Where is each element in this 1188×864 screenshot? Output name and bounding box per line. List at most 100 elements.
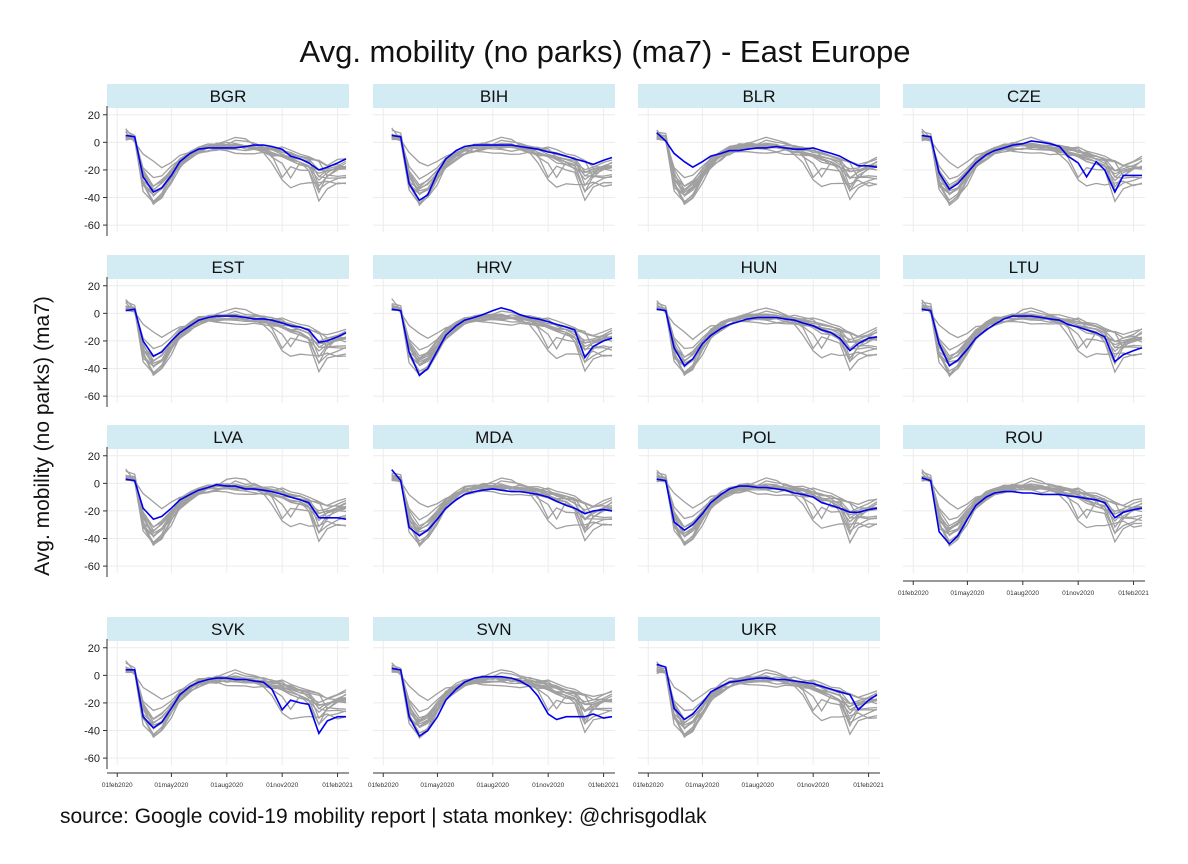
panel-strip xyxy=(373,84,615,108)
panel-label: SVN xyxy=(477,620,512,639)
background-series-line xyxy=(656,307,878,350)
x-tick-label: 01aug2020 xyxy=(477,782,510,789)
background-series-line xyxy=(391,302,613,360)
y-tick-label: -60 xyxy=(84,561,100,573)
background-series-line xyxy=(656,131,878,187)
x-tick-label: 01feb2020 xyxy=(102,782,133,789)
background-series-line xyxy=(656,471,878,528)
highlight-series-line xyxy=(921,308,1143,367)
panel-label: MDA xyxy=(475,428,513,447)
chart-title: Avg. mobility (no parks) (ma7) - East Eu… xyxy=(299,34,910,69)
panel-label: BGR xyxy=(210,87,247,106)
background-series-line xyxy=(125,475,347,547)
y-tick-label: -40 xyxy=(84,364,100,376)
panel-strip xyxy=(638,617,880,641)
panel-label: HUN xyxy=(741,258,778,277)
panel-label: EST xyxy=(211,258,244,277)
highlight-series-line xyxy=(125,308,347,358)
background-series-line xyxy=(125,135,347,206)
background-series-line xyxy=(125,667,347,739)
panel-strip xyxy=(373,617,615,641)
background-series-line xyxy=(125,307,346,363)
panel-strip xyxy=(373,425,615,449)
background-series-line xyxy=(125,305,347,377)
panel-strip xyxy=(107,255,349,279)
panel-label: LTU xyxy=(1009,258,1040,277)
panel-label: LVA xyxy=(213,428,243,447)
x-tick-label: 01aug2020 xyxy=(211,782,244,789)
x-tick-label: 01feb2020 xyxy=(633,782,664,789)
background-series-line xyxy=(656,668,878,739)
source-note: source: Google covid-19 mobility report … xyxy=(60,805,707,828)
background-series-line xyxy=(656,670,878,736)
panel-bgr: BGR 20 0 -20 -40 -60 xyxy=(84,84,349,236)
background-series-line xyxy=(656,133,878,206)
background-series-line xyxy=(391,134,613,204)
background-series-line xyxy=(391,472,613,530)
y-tick-label: 20 xyxy=(88,643,100,655)
panel-pol: POL xyxy=(638,425,880,573)
panel-hrv: HRV xyxy=(373,255,615,403)
highlight-series-line xyxy=(391,134,613,202)
y-tick-label: -20 xyxy=(84,506,100,518)
panel-lva: LVA 20 0 -20 -40 -60 xyxy=(84,425,349,577)
background-series-line xyxy=(391,133,613,168)
x-tick-label: 01may2020 xyxy=(420,782,454,789)
highlight-series-line xyxy=(656,308,878,368)
highlight-series-line xyxy=(125,478,347,521)
background-series-line xyxy=(921,475,1143,545)
background-series-line xyxy=(656,670,878,725)
panel-bih: BIH xyxy=(373,84,615,232)
y-tick-label: 0 xyxy=(94,308,100,320)
background-series-line xyxy=(921,477,1143,548)
background-series-line xyxy=(391,304,613,375)
y-axis-label: Avg. mobility (no parks) (ma7) xyxy=(31,296,54,576)
highlight-series-line xyxy=(125,668,346,736)
y-tick-label: -60 xyxy=(84,220,100,232)
background-series-line xyxy=(656,136,878,204)
panel-ltu: LTU xyxy=(903,255,1145,403)
panel-strip xyxy=(107,617,349,641)
y-tick-label: -20 xyxy=(84,698,100,710)
background-series-line xyxy=(125,136,347,205)
background-series-line xyxy=(391,664,613,721)
x-tick-label: 01feb2021 xyxy=(322,782,353,789)
panel-blr: BLR xyxy=(638,84,880,232)
x-tick-label: 01aug2020 xyxy=(1007,590,1040,597)
background-series-line xyxy=(921,306,1143,375)
panel-svk: SVK 20 0 -20 -40 -60 01feb2020 01may2020 01aug20… xyxy=(84,617,353,789)
y-tick-label: -20 xyxy=(84,336,100,348)
highlight-series-line xyxy=(656,132,878,169)
panel-strip xyxy=(903,425,1145,449)
x-tick-label: 01feb2020 xyxy=(368,782,399,789)
background-series-line xyxy=(921,478,1143,522)
panel-label: POL xyxy=(742,428,776,447)
background-series-line xyxy=(656,305,878,364)
y-tick-label: 20 xyxy=(88,110,100,122)
background-series-line xyxy=(921,130,1143,189)
x-tick-label: 01aug2020 xyxy=(742,782,775,789)
y-tick-label: 0 xyxy=(94,670,100,682)
background-series-line xyxy=(125,669,347,737)
panel-strip xyxy=(638,84,880,108)
panel-strip xyxy=(638,425,880,449)
x-tick-label: 01nov2020 xyxy=(532,782,565,789)
background-series-line xyxy=(921,135,1143,204)
background-series-line xyxy=(391,309,613,361)
background-series-line xyxy=(921,476,1143,544)
y-tick-label: -60 xyxy=(84,753,100,765)
panel-strip xyxy=(107,84,349,108)
background-series-line xyxy=(656,476,878,547)
panel-ukr: UKR 01feb2020 01may2020 01aug2020 01nov2020 0… xyxy=(633,617,884,789)
x-tick-label: 01nov2020 xyxy=(797,782,830,789)
panel-strip xyxy=(903,255,1145,279)
panel-rou: ROU 01feb2020 01may2020 01aug2020 01nov2020 0… xyxy=(898,425,1149,597)
highlight-series-line xyxy=(921,477,1143,546)
panel-est: EST 20 0 -20 -40 -60 xyxy=(84,255,349,407)
panel-label: ROU xyxy=(1005,428,1043,447)
y-tick-label: 20 xyxy=(88,451,100,463)
x-tick-label: 01may2020 xyxy=(685,782,719,789)
panel-label: UKR xyxy=(741,620,777,639)
background-series-line xyxy=(921,136,1143,207)
